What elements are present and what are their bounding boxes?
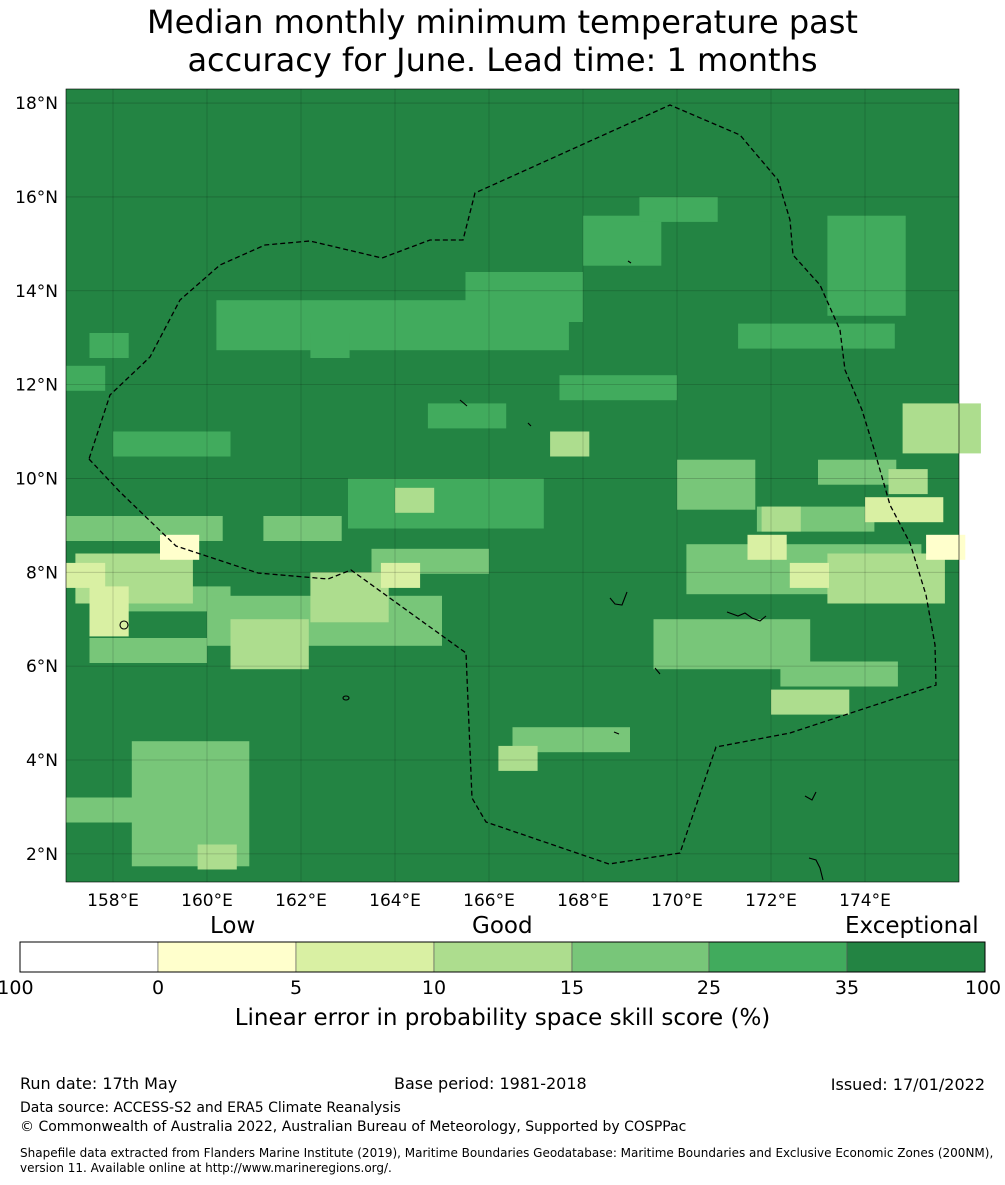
skill-cell	[771, 689, 850, 715]
longitude-tick-label: 166°E	[463, 891, 515, 911]
longitude-tick-label: 170°E	[651, 891, 703, 911]
skill-cell	[160, 534, 200, 560]
copyright: © Commonwealth of Australia 2022, Austra…	[20, 1119, 687, 1135]
colorbar-tick: 5	[289, 977, 303, 999]
skill-cell	[310, 333, 350, 358]
colorbar-title: Linear error in probability space skill …	[234, 1005, 771, 1031]
skill-cell	[465, 272, 583, 322]
latitude-tick-label: 2°N	[26, 845, 58, 865]
eez-boundary	[88, 104, 937, 865]
skill-cell	[550, 431, 590, 457]
run-date: Run date: 17th May	[20, 1074, 178, 1093]
skill-cell	[747, 534, 787, 560]
longitude-tick-label: 174°E	[839, 891, 891, 911]
colorbar-tick: 100	[964, 977, 1002, 999]
latitude-tick-label: 14°N	[15, 282, 58, 302]
colorbar-label-good: Good	[472, 913, 533, 939]
colorbar-label-low: Low	[210, 913, 256, 939]
skill-cell	[89, 586, 129, 637]
colorbar-segment-2	[295, 941, 435, 973]
data-source: Data source: ACCESS-S2 and ERA5 Climate …	[20, 1100, 401, 1116]
skill-cell	[780, 661, 898, 687]
skill-cell	[583, 215, 662, 266]
base-period: Base period: 1981-2018	[394, 1074, 587, 1093]
graticule	[66, 89, 959, 882]
colorbar-label-exceptional: Exceptional	[845, 913, 979, 939]
skill-cell	[89, 638, 207, 663]
colorbar	[19, 941, 986, 973]
latitude-tick-label: 16°N	[15, 188, 58, 208]
longitude-tick-label: 158°E	[87, 891, 139, 911]
latitude-tick-label: 8°N	[26, 563, 58, 583]
colorbar-segment-1	[157, 941, 297, 973]
skill-cell	[498, 745, 538, 771]
longitude-tick-label: 160°E	[181, 891, 233, 911]
latitude-tick-label: 12°N	[15, 376, 58, 396]
skill-cell	[113, 431, 231, 457]
colorbar-segment-5	[708, 941, 848, 973]
skill-cell	[263, 516, 342, 541]
skill-cell	[197, 844, 237, 870]
skill-cell	[818, 459, 897, 485]
issued-date: Issued: 17/01/2022	[830, 1075, 985, 1094]
skill-cell	[66, 562, 106, 588]
skill-cell	[89, 333, 129, 358]
longitude-tick-label: 164°E	[369, 891, 421, 911]
skill-cell	[639, 196, 718, 222]
colorbar-tick: 35	[834, 977, 860, 999]
skill-cell	[902, 403, 981, 454]
skill-cell	[827, 215, 906, 316]
skill-cell	[380, 562, 421, 588]
skill-cell	[348, 478, 544, 529]
longitude-tick-label: 172°E	[745, 891, 797, 911]
colorbar-tick: 15	[559, 977, 585, 999]
longitude-labels: 158°E 160°E 162°E 164°E 166°E 168°E 170°E 172°E…	[87, 891, 891, 911]
latitude-labels: 18°N 16°N 14°N 12°N 10°N 8°N 6°N 4°N 2°N	[15, 94, 58, 865]
shapefile-credit: Shapefile data extracted from Flanders M…	[20, 1146, 994, 1175]
skill-cell	[738, 323, 895, 349]
skill-cell	[761, 506, 801, 532]
skill-cell	[427, 403, 507, 429]
skill-cell	[66, 797, 184, 823]
colorbar-tick: 25	[696, 977, 722, 999]
islands	[119, 260, 824, 881]
skill-cell	[310, 572, 389, 623]
latitude-tick-label: 4°N	[26, 751, 58, 771]
map-frame	[65, 88, 960, 883]
colorbar-tick: -100	[0, 977, 34, 999]
longitude-tick-label: 168°E	[557, 891, 609, 911]
colorbar-segment-6	[846, 941, 986, 973]
latitude-tick-label: 6°N	[26, 657, 58, 677]
skill-cell	[395, 487, 435, 513]
skill-cell	[789, 562, 829, 588]
skill-cell	[926, 534, 966, 560]
skill-cell	[559, 375, 677, 401]
latitude-tick-label: 18°N	[15, 94, 58, 114]
colorbar-segment-0	[19, 941, 159, 973]
colorbar-tick: 0	[151, 977, 165, 999]
colorbar-tick: 10	[421, 977, 447, 999]
skill-cell	[653, 619, 811, 670]
skill-cell	[677, 459, 756, 510]
skill-cell	[888, 469, 928, 495]
longitude-tick-label: 162°E	[275, 891, 327, 911]
skill-score-map: 18°N 16°N 14°N 12°N 10°N 8°N 6°N 4°N 2°N 158°E 16…	[15, 88, 981, 911]
colorbar-segment-3	[433, 941, 573, 973]
map-title-line1: Median monthly minimum temperature past	[147, 3, 858, 41]
latitude-tick-label: 10°N	[15, 469, 58, 489]
skill-cell	[865, 497, 944, 523]
skill-grid	[66, 89, 981, 882]
skill-cell	[230, 619, 309, 670]
skill-cell	[66, 365, 106, 391]
map-title-line2: accuracy for June. Lead time: 1 months	[187, 41, 818, 79]
colorbar-segment-4	[571, 941, 710, 973]
skill-cell	[827, 553, 945, 604]
